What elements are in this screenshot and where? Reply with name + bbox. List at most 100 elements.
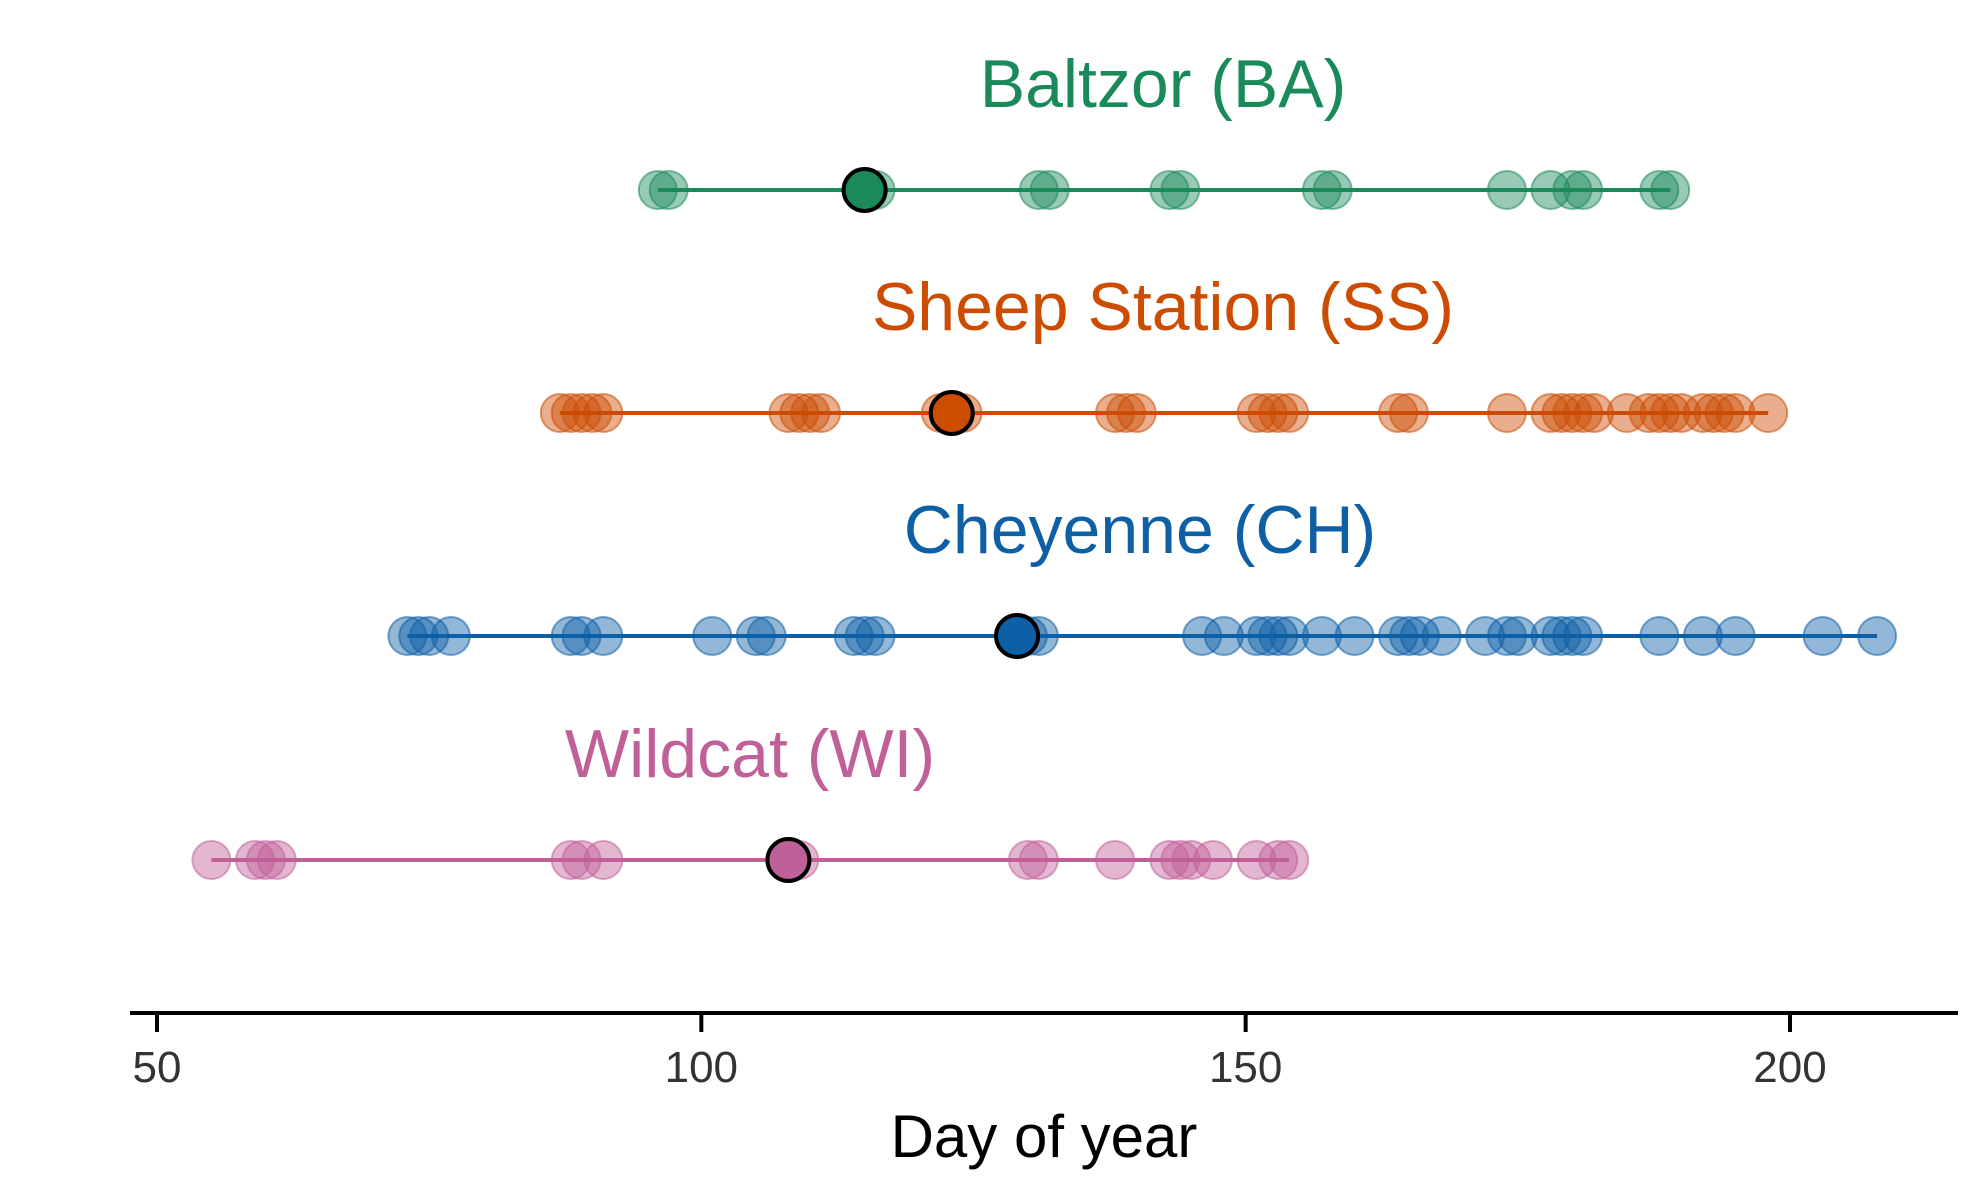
observation-point xyxy=(1236,393,1277,433)
observation-point xyxy=(735,616,776,656)
observation-point xyxy=(1378,616,1419,656)
mean-point xyxy=(765,837,812,883)
observation-point xyxy=(1530,616,1571,656)
observation-point xyxy=(1574,393,1615,433)
x-axis-title: Day of year xyxy=(891,1103,1198,1170)
observation-point xyxy=(1247,393,1288,433)
observation-point xyxy=(1301,170,1342,210)
observation-point xyxy=(550,616,591,656)
observation-point xyxy=(1095,840,1136,880)
observation-point xyxy=(1682,616,1723,656)
observation-point xyxy=(1149,170,1190,210)
observation-point xyxy=(1160,170,1201,210)
x-tick-label: 100 xyxy=(665,1043,738,1092)
observation-point xyxy=(1465,616,1506,656)
observation-point xyxy=(779,393,820,433)
observation-point xyxy=(409,616,450,656)
observation-point xyxy=(561,616,602,656)
observation-point xyxy=(1486,170,1527,210)
observation-point xyxy=(572,393,613,433)
observation-point xyxy=(550,840,591,880)
observation-point xyxy=(1388,616,1429,656)
observation-point xyxy=(245,840,286,880)
observation-point xyxy=(790,393,831,433)
observation-point xyxy=(1029,170,1070,210)
site-label: Baltzor (BA) xyxy=(980,46,1347,122)
observation-point xyxy=(1857,616,1898,656)
observation-point xyxy=(1552,393,1593,433)
observation-point xyxy=(1639,616,1680,656)
observation-point xyxy=(1530,170,1571,210)
observation-point xyxy=(855,616,896,656)
site-row: Baltzor (BA) xyxy=(637,46,1691,213)
observation-point xyxy=(1541,393,1582,433)
observation-point xyxy=(746,616,787,656)
observation-point xyxy=(1258,616,1299,656)
observation-point xyxy=(1116,393,1157,433)
x-tick-label: 200 xyxy=(1753,1043,1826,1092)
observation-point xyxy=(1530,393,1571,433)
observation-point xyxy=(1247,616,1288,656)
observation-point xyxy=(1693,393,1734,433)
observation-point xyxy=(1661,393,1702,433)
observation-point xyxy=(1541,616,1582,656)
site-row: Cheyenne (CH) xyxy=(387,492,1898,659)
observation-point xyxy=(1203,616,1244,656)
observation-point xyxy=(1563,616,1604,656)
observation-point xyxy=(1269,840,1310,880)
site-row: Wildcat (WI) xyxy=(191,716,1310,883)
observation-point xyxy=(1236,840,1277,880)
observation-point xyxy=(768,393,809,433)
site-label: Cheyenne (CH) xyxy=(904,492,1376,568)
observation-point xyxy=(1171,840,1212,880)
observation-point xyxy=(256,840,297,880)
observation-point xyxy=(1421,616,1462,656)
x-axis-ticks: 50 100 150 200 xyxy=(133,1013,1827,1092)
observation-point xyxy=(1018,840,1059,880)
observation-point xyxy=(1552,616,1593,656)
observation-point xyxy=(1748,393,1789,433)
observation-point xyxy=(1563,393,1604,433)
observation-point xyxy=(1682,393,1723,433)
observation-point xyxy=(1628,393,1669,433)
observation-point xyxy=(844,616,885,656)
observation-point xyxy=(1639,170,1680,210)
site-label: Sheep Station (SS) xyxy=(872,269,1454,345)
observation-point xyxy=(1802,616,1843,656)
observation-point xyxy=(1606,393,1647,433)
observation-point xyxy=(1258,393,1299,433)
observation-point xyxy=(583,616,624,656)
x-tick-label: 50 xyxy=(133,1043,182,1092)
observation-point xyxy=(1105,393,1146,433)
observation-point xyxy=(539,393,580,433)
site-rows: Baltzor (BA) Sheep Station (SS) Cheyenne (… xyxy=(191,46,1898,883)
observation-point xyxy=(1334,616,1375,656)
observation-point xyxy=(1312,170,1353,210)
observation-point xyxy=(637,170,678,210)
observation-point xyxy=(1269,616,1310,656)
observation-point xyxy=(1563,170,1604,210)
observation-point xyxy=(1650,393,1691,433)
observation-point xyxy=(1639,393,1680,433)
observation-point xyxy=(1388,393,1429,433)
x-axis: 50 100 150 200 Day of year xyxy=(130,1011,1958,1170)
observation-point xyxy=(1378,393,1419,433)
observation-point xyxy=(398,616,439,656)
mean-point xyxy=(841,167,888,213)
observation-point xyxy=(583,840,624,880)
observation-point xyxy=(1095,393,1136,433)
mean-point xyxy=(994,613,1041,659)
x-tick-label: 150 xyxy=(1209,1043,1282,1092)
observation-point xyxy=(1236,616,1277,656)
observation-point xyxy=(191,840,232,880)
observation-point xyxy=(561,840,602,880)
observation-point xyxy=(1497,616,1538,656)
observation-point xyxy=(387,616,428,656)
observation-point xyxy=(430,616,471,656)
observation-point xyxy=(1007,840,1048,880)
observation-point xyxy=(648,170,689,210)
observation-point xyxy=(1486,616,1527,656)
mean-point xyxy=(928,390,975,436)
observation-point xyxy=(1018,170,1059,210)
observation-point xyxy=(801,393,842,433)
